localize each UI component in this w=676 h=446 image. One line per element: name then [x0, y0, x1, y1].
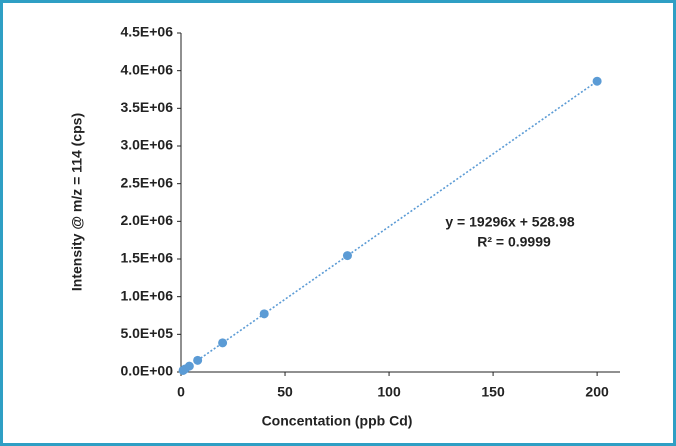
y-tick-label: 3.5E+06 — [120, 99, 173, 115]
y-tick-label: 3.0E+06 — [120, 137, 173, 153]
y-tick-label: 4.5E+06 — [120, 24, 173, 40]
x-tick-label: 50 — [277, 384, 293, 400]
y-tick-label: 2.5E+06 — [120, 174, 173, 190]
y-tick-label: 0.0E+00 — [120, 363, 173, 379]
data-point — [592, 76, 602, 86]
r-squared: R² = 0.9999 — [477, 234, 551, 250]
y-tick-label: 4.0E+06 — [120, 61, 173, 77]
data-point — [218, 338, 228, 348]
data-point — [259, 309, 269, 319]
y-tick-label: 1.0E+06 — [120, 287, 173, 303]
data-point — [342, 251, 352, 261]
y-tick-label: 2.0E+06 — [120, 212, 173, 228]
y-tick-label: 1.5E+06 — [120, 250, 173, 266]
y-tick-label: 5.0E+05 — [120, 325, 173, 341]
x-axis-label: Concentation (ppb Cd) — [262, 413, 413, 429]
trendline — [180, 80, 598, 373]
equation: y = 19296x + 528.98 — [445, 214, 574, 230]
data-point — [184, 361, 194, 371]
x-tick-label: 100 — [377, 384, 401, 400]
x-tick-label: 200 — [585, 384, 609, 400]
data-point — [193, 355, 203, 365]
x-tick-label: 150 — [481, 384, 505, 400]
y-axis-label: Intensity @ m/z = 114 (cps) — [69, 113, 85, 291]
x-tick-label: 0 — [177, 384, 185, 400]
